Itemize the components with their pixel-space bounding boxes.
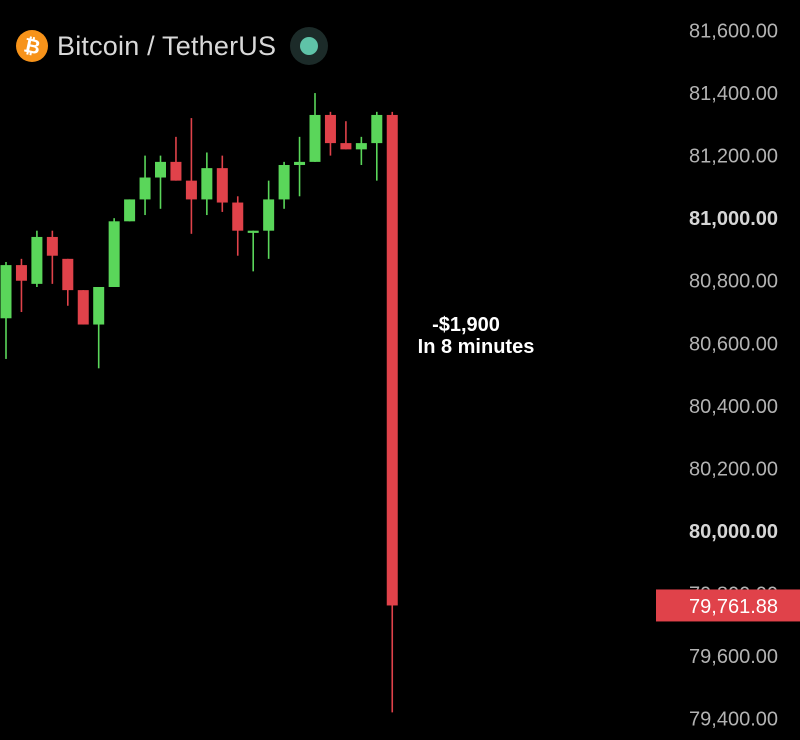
candle-up	[278, 165, 290, 200]
candle-up	[294, 161, 306, 166]
market-status-icon	[290, 27, 329, 65]
pair-title[interactable]: Bitcoin / TetherUS	[57, 30, 277, 61]
candle-down	[15, 265, 27, 281]
candle-up	[263, 199, 275, 231]
candle-up	[93, 286, 105, 325]
y-tick-label: 80,200.00	[689, 458, 778, 480]
drop-annotation-amount: -$1,900	[432, 314, 500, 336]
candle-up	[155, 161, 166, 178]
y-tick-label: 80,400.00	[689, 396, 778, 418]
candle-down	[216, 168, 228, 203]
y-tick-label: 81,400.00	[689, 83, 778, 105]
candle-up	[139, 177, 151, 200]
drop-annotation-duration: In 8 minutes	[418, 336, 535, 358]
candle-up	[0, 265, 12, 319]
current-price-label: 79,761.88	[689, 596, 778, 618]
y-tick-label: 79,400.00	[689, 709, 778, 731]
chart-header: ₿ Bitcoin / TetherUS	[16, 27, 329, 65]
candle-down	[46, 236, 58, 256]
y-tick-label: 81,200.00	[689, 146, 778, 168]
bitcoin-icon: ₿	[16, 30, 48, 62]
candle-down	[386, 114, 398, 606]
candle-up	[371, 114, 383, 144]
y-tick-label: 80,000.00	[689, 521, 778, 543]
candle-up	[201, 168, 213, 200]
current-price-tag	[656, 589, 800, 622]
candle-up	[309, 114, 321, 162]
candle-up	[31, 236, 43, 284]
candle-up	[108, 221, 120, 287]
y-tick-label: 80,800.00	[689, 271, 778, 293]
y-tick-label: 81,000.00	[689, 208, 778, 230]
y-tick-label: 80,600.00	[689, 333, 778, 355]
candle-down	[324, 114, 336, 144]
candle-up	[124, 199, 136, 222]
y-tick-label: 79,600.00	[689, 646, 778, 668]
candle-down	[77, 290, 89, 325]
y-tick-label: 81,600.00	[689, 21, 778, 43]
candle-down	[340, 143, 352, 150]
candle-down	[232, 202, 244, 231]
candle-down	[185, 180, 197, 200]
candle-down	[62, 258, 74, 291]
candle-down	[170, 161, 182, 181]
candle-up	[355, 143, 367, 150]
candle-up	[247, 230, 259, 233]
